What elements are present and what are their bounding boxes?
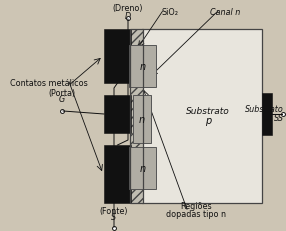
- Text: D: D: [125, 12, 131, 21]
- Text: n: n: [140, 163, 146, 173]
- Text: n: n: [139, 115, 145, 125]
- Bar: [129, 46, 156, 88]
- Text: (Fonte): (Fonte): [100, 206, 128, 215]
- Text: (Dreno): (Dreno): [113, 4, 143, 13]
- Text: G: G: [59, 94, 65, 103]
- Text: Substrato: Substrato: [186, 107, 230, 116]
- Text: p: p: [205, 116, 211, 125]
- Bar: [262, 94, 272, 135]
- Bar: [104, 30, 131, 84]
- Text: S: S: [112, 212, 117, 221]
- Text: Substrato: Substrato: [245, 105, 284, 114]
- Bar: [130, 30, 143, 203]
- Bar: [104, 145, 131, 203]
- Bar: [130, 30, 143, 203]
- Text: Canal n: Canal n: [210, 8, 240, 17]
- Text: Regiões: Regiões: [180, 201, 212, 210]
- Bar: [142, 30, 262, 203]
- Bar: [133, 96, 151, 143]
- Text: SiO₂: SiO₂: [161, 8, 178, 17]
- Text: n: n: [140, 62, 146, 72]
- Text: (Porta): (Porta): [48, 89, 76, 97]
- Text: dopadas tipo n: dopadas tipo n: [166, 209, 226, 218]
- Bar: [104, 96, 131, 134]
- Bar: [129, 147, 156, 189]
- Text: SS: SS: [274, 114, 284, 123]
- Text: Contatos metálicos: Contatos metálicos: [10, 79, 88, 88]
